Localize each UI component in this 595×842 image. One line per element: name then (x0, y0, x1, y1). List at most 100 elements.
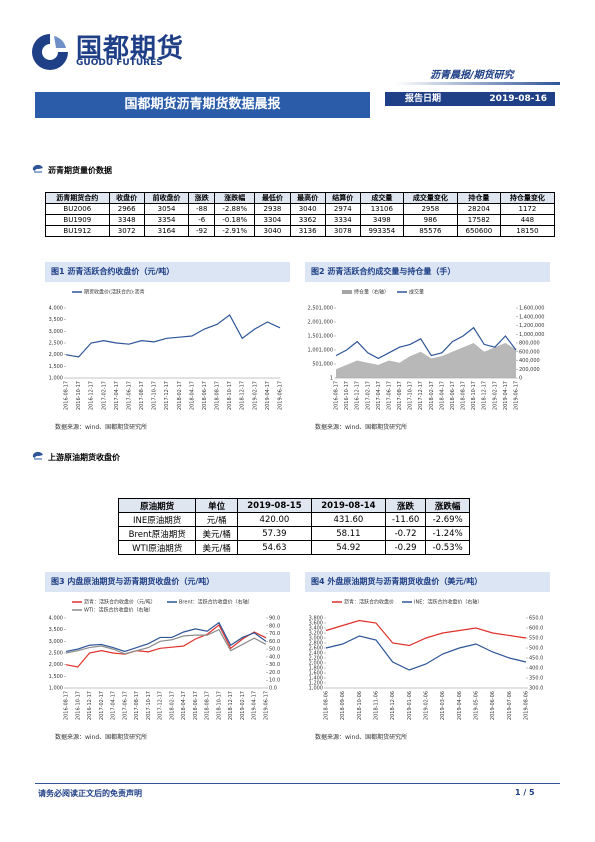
x-tick-label: 2018-06-17 (450, 381, 456, 410)
table-cell: -11.60 (384, 512, 427, 527)
header-cell: 收盘价 (108, 192, 145, 204)
x-tick-label: 2018-02-17 (429, 381, 435, 410)
table-row: BU1909 3348 3354 -6 -0.18% 3304 3362 3334 3498 98… (45, 214, 556, 226)
y-tick-label: 2,500 (49, 341, 63, 347)
x-tick-label: 2018-08-17 (215, 381, 221, 410)
y-tick-label: 2,800 (309, 641, 323, 647)
disclaimer: 请务必阅读正文后的免责声明 (38, 789, 142, 798)
table-cell: -88 (188, 203, 216, 215)
table-cell: 54.63 (236, 540, 312, 555)
table-cell: -0.53% (425, 540, 470, 555)
header-cell: 结算价 (324, 192, 361, 204)
y-tick-label: 2,500 (49, 651, 63, 657)
x-tick-label: 2019-06-06 (490, 691, 496, 720)
table-cell: 993354 (359, 225, 404, 237)
y-tick-label: 60.0 (269, 639, 280, 645)
x-tick-label: 2018-04-17 (439, 381, 445, 410)
y-tick-label: 3,200 (309, 631, 323, 637)
chart: 持仓量（右轴） 成交量 1 501,000 1,001,000 1,501,000 2,00… (308, 289, 545, 411)
table-cell: 美元/桶 (195, 540, 238, 555)
figure-source: 数据来源：wind、国都期货研究所 (315, 734, 408, 741)
table-cell: -0.72 (384, 526, 427, 541)
legend-label: WTI：活跃合约收盘价（右轴） (84, 607, 153, 614)
y-tick-label: 1,400 (309, 676, 323, 682)
x-tick-label: 2016-12-17 (355, 381, 361, 410)
line (65, 624, 267, 668)
x-tick-label: 2017-04-17 (376, 381, 382, 410)
line (335, 326, 517, 360)
table-cell: 3348 (108, 214, 145, 226)
y-tick-label: 3,500 (49, 317, 63, 323)
section-icon (32, 451, 43, 460)
legend-label: 沥青：活跃合约收盘价 (344, 599, 394, 606)
y-tick-label: 600,000 (519, 349, 540, 355)
table-cell: BU2006 (45, 203, 110, 215)
x-tick-label: 2019-04-17 (252, 691, 258, 720)
divider (395, 82, 560, 85)
table-cell: 3334 (324, 214, 361, 226)
area (336, 343, 516, 378)
x-tick-label: 2017-02-17 (99, 691, 105, 720)
y-tick-label: 2,600 (309, 646, 323, 652)
x-tick-label: 2019-03-06 (440, 691, 446, 720)
header-cell: 最高价 (289, 192, 326, 204)
table-cell: -2.91% (214, 225, 256, 237)
y-tick-label: 90.0 (269, 616, 280, 622)
header-cell: 持仓量 (456, 192, 501, 204)
header-cell: 涨跌幅 (214, 192, 256, 204)
x-tick-label: 2019-02-17 (492, 381, 498, 410)
y-tick-label: 3,000 (49, 639, 63, 645)
x-tick-label: 2017-06-17 (122, 691, 128, 720)
y-tick-label: 1,400,000 (519, 314, 544, 320)
table-cell: 3054 (143, 203, 190, 215)
date-box: 报告日期 2019-08-16 (385, 92, 555, 106)
table-cell: 3040 (254, 225, 291, 237)
table-cell: 431.60 (310, 512, 386, 527)
table-row: BU2006 2966 3054 -88 -2.88% 2938 3040 2974 13106… (45, 203, 556, 215)
header-cell: 涨跌 (188, 192, 216, 204)
header-cell: 2019-08-14 (310, 498, 386, 513)
y-tick-label: 3,400 (309, 626, 323, 632)
table-cell: 3304 (254, 214, 291, 226)
x-tick-label: 2018-09-06 (340, 691, 346, 720)
table-cell: BU1909 (45, 214, 110, 226)
price-table: 沥青期货合约 收盘价 前收盘价 涨跌 涨跌幅 最低价 最高价 结算价 成交量 成交量变化 持仓量 持仓… (45, 192, 556, 237)
legend-label: 成交量 (409, 289, 424, 296)
y-tick-label: 800,000 (519, 341, 540, 347)
y-tick-label: 3,000 (49, 329, 63, 335)
x-tick-label: 2018-02-17 (177, 381, 183, 410)
x-tick-label: 2016-10-17 (76, 381, 82, 410)
y-tick-label: 30.0 (269, 662, 280, 668)
x-tick-label: 2019-05-06 (474, 691, 480, 720)
y-tick-label: 1,600,000 (519, 306, 544, 312)
figure-caption: 图2 沥青活跃合约成交量与持仓量（手） (305, 262, 550, 282)
y-tick-label: 600.0 (529, 626, 543, 632)
table-cell: BU1912 (45, 225, 110, 237)
x-tick-label: 2018-10-17 (227, 381, 233, 410)
date-label: 报告日期 (405, 94, 442, 104)
y-tick-label: 1,000 (309, 686, 323, 692)
y-tick-label: 550.0 (529, 636, 543, 642)
y-tick-label: 2,001,000 (308, 319, 333, 325)
y-tick-label: 1,000,000 (519, 332, 544, 338)
page-number: 1 / 5 (515, 788, 535, 797)
table-row: WTI原油期货 美元/桶 54.63 54.92 -0.29 -0.53% (117, 540, 470, 555)
x-tick-label: 2017-02-17 (101, 381, 107, 410)
figure-caption: 图4 外盘原油期货与沥青期货收盘价（美元/吨） (305, 572, 550, 592)
x-tick-label: 2017-04-17 (114, 381, 120, 410)
line (325, 619, 527, 647)
x-tick-label: 2018-08-17 (205, 691, 211, 720)
x-tick-label: 2018-04-17 (181, 691, 187, 720)
x-tick-label: 2016-08-17 (334, 381, 340, 410)
y-tick-label: 1,501,000 (308, 333, 333, 339)
header-cell: 涨跌 (384, 498, 427, 513)
x-tick-label: 2017-08-17 (134, 691, 140, 720)
table-cell: 28204 (456, 203, 501, 215)
header-cell: 成交量 (359, 192, 404, 204)
x-tick-label: 2018-06-17 (193, 691, 199, 720)
table-cell: 1172 (499, 203, 556, 215)
y-tick-label: 1,000 (49, 686, 63, 692)
header-cell: 单位 (195, 498, 238, 513)
y-tick-label: 650.0 (529, 616, 543, 622)
